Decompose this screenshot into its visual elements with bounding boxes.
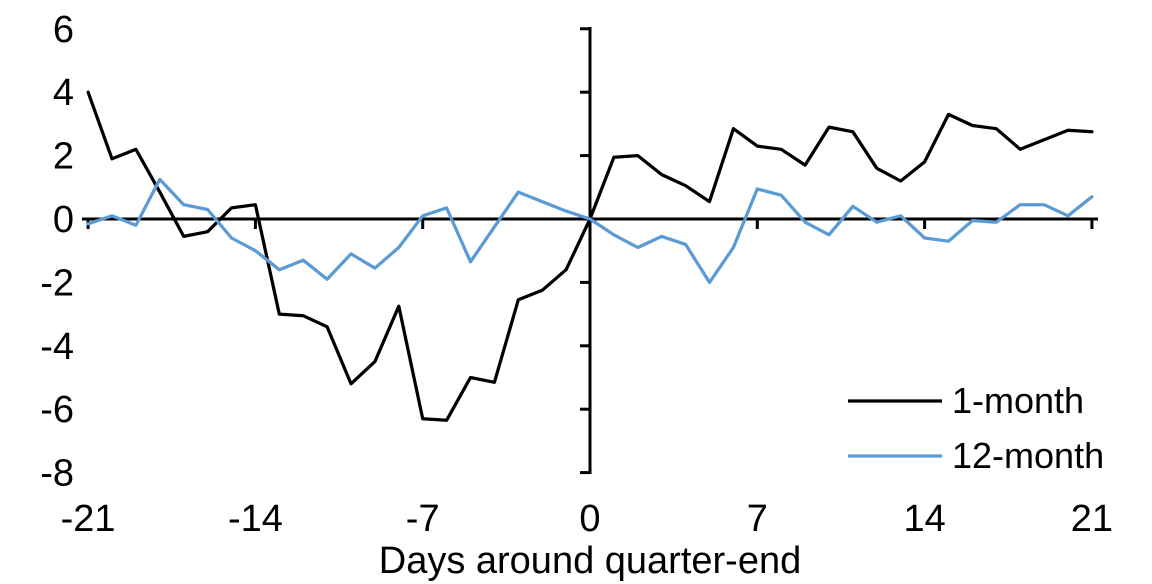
y-axis-tick-labels: -8 -6 -4 -2 0 2 4 6 (40, 9, 74, 495)
x-tick-label: 0 (579, 498, 600, 540)
x-tick-label: 7 (747, 498, 768, 540)
x-axis-tick-labels: -21 -14 -7 0 7 14 21 (61, 498, 1113, 540)
data-series-lines (86, 90, 1094, 422)
x-tick-label: -7 (406, 498, 440, 540)
x-tick-label: -21 (61, 498, 116, 540)
y-tick-label: -6 (40, 389, 74, 431)
y-tick-label: 4 (53, 72, 74, 114)
y-tick-label: -8 (40, 453, 74, 495)
x-tick-label: 14 (903, 498, 945, 540)
legend-label-12-month: 12-month (952, 435, 1104, 476)
x-axis-title: Days around quarter-end (379, 540, 801, 582)
x-tick-label: 21 (1071, 498, 1113, 540)
y-tick-label: 0 (53, 199, 74, 241)
y-tick-label: 6 (53, 9, 74, 51)
y-tick-label: 2 (53, 136, 74, 178)
x-tick-label: -14 (228, 498, 283, 540)
y-tick-label: -4 (40, 326, 74, 368)
series-line-12-month (86, 177, 1094, 285)
legend: 1-month 12-month (848, 380, 1104, 476)
legend-label-1-month: 1-month (952, 380, 1084, 421)
y-tick-label: -2 (40, 262, 74, 304)
